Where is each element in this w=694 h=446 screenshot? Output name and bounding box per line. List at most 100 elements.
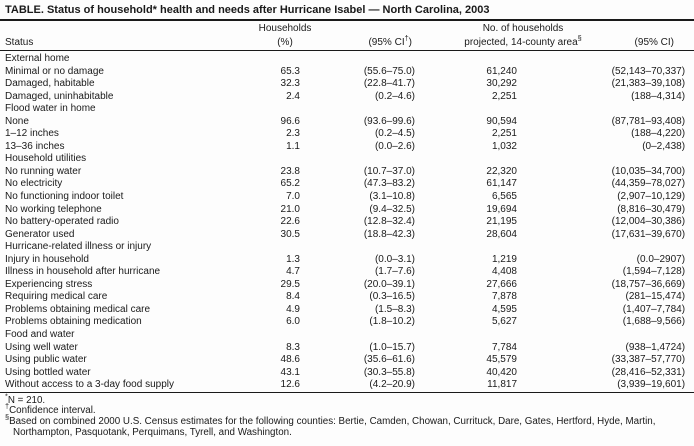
pct-cell: 2.3 xyxy=(286,128,300,140)
pct-cell: 43.1 xyxy=(280,366,300,378)
column-header-projected-line2: projected, 14-county area§ xyxy=(430,33,616,48)
footnote-text: Confidence interval. xyxy=(9,405,96,417)
status-cell: Without access to a 3-day food supply xyxy=(5,379,174,391)
status-cell: No running water xyxy=(5,165,82,177)
section-header: Food and water xyxy=(5,329,75,341)
count-ci-cell: (2,907–10,129) xyxy=(617,191,686,203)
ci-cell: (18.8–42.3) xyxy=(363,228,415,240)
ci-cell: (22.8–41.7) xyxy=(363,78,415,90)
table-row: No functioning indoor toilet 7.0 (3.1–10.8… xyxy=(5,191,685,204)
footnote: †Confidence interval. xyxy=(5,403,689,417)
ci-cell: (93.6–99.6) xyxy=(363,115,415,127)
count-ci-cell: (87,781–93,408) xyxy=(611,115,686,127)
status-cell: Problems obtaining medical care xyxy=(5,303,151,315)
count-ci-cell: (938–1,4724) xyxy=(625,341,686,353)
ci-cell: (30.3–55.8) xyxy=(363,366,415,378)
count-ci-cell: (0.0–2907) xyxy=(636,253,686,265)
count-cell: 5,627 xyxy=(491,316,517,328)
column-header-ci-households: (95% CI†) xyxy=(300,35,412,48)
count-ci-cell: (44,359–78,027) xyxy=(611,178,686,190)
count-ci-cell: (3,939–19,601) xyxy=(617,379,686,391)
ci-cell: (1.0–15.7) xyxy=(369,341,415,353)
count-cell: 45,579 xyxy=(486,354,517,366)
section-header: Hurricane-related illness or injury xyxy=(5,241,152,253)
table-header: Status Households (%) (95% CI†) No. of h… xyxy=(0,21,694,50)
count-cell: 6,565 xyxy=(491,191,517,203)
count-cell: 1,032 xyxy=(491,140,517,152)
status-cell: 1–12 inches xyxy=(5,128,59,140)
header-text-part: projected, 14-county area xyxy=(464,37,578,48)
ci-cell: (35.6–61.6) xyxy=(363,354,415,366)
section-header-row: Hurricane-related illness or injury xyxy=(5,241,685,254)
table-row: Illness in household after hurricane 4.7 (… xyxy=(5,266,685,279)
status-cell: Using bottled water xyxy=(5,366,91,378)
table-row: Damaged, habitable 32.3 (22.8–41.7) 30,292 (… xyxy=(5,78,685,91)
ci-cell: (4.2–20.9) xyxy=(369,379,415,391)
count-ci-cell: (33,387–57,770) xyxy=(611,354,686,366)
section-header: External home xyxy=(5,53,70,64)
table-row: Generator used 30.5 (18.8–42.3) 28,604 (17,6… xyxy=(5,229,685,242)
count-cell: 30,292 xyxy=(486,78,517,90)
column-header-ci-projected: (95% CI) xyxy=(634,37,674,48)
count-ci-cell: (281–15,474) xyxy=(625,291,686,303)
count-ci-cell: (12,004–30,386) xyxy=(611,216,686,228)
pct-cell: 7.0 xyxy=(286,191,300,203)
section-header: Flood water in home xyxy=(5,103,96,115)
footnote-text: Based on combined 2000 U.S. Census estim… xyxy=(9,415,656,438)
table-row: Without access to a 3-day food supply 12.… xyxy=(5,379,685,392)
footer-rule xyxy=(0,391,694,393)
ci-cell: (0.0–2.6) xyxy=(374,140,415,152)
count-ci-cell: (8,816–30,479) xyxy=(617,203,686,215)
table-row: Using well water 8.3 (1.0–15.7) 7,784 (938–1… xyxy=(5,342,685,355)
status-cell: No electricity xyxy=(5,178,63,190)
status-cell: Generator used xyxy=(5,228,75,240)
section-symbol: § xyxy=(577,33,582,43)
pct-cell: 2.4 xyxy=(286,90,300,102)
status-cell: No battery-operated radio xyxy=(5,216,119,228)
pct-cell: 23.8 xyxy=(280,165,300,177)
count-cell: 22,320 xyxy=(486,165,517,177)
count-ci-cell: (52,143–70,337) xyxy=(611,65,686,77)
ci-cell: (10.7–37.0) xyxy=(363,165,415,177)
table-row: Minimal or no damage 65.3 (55.6–75.0) 61,24… xyxy=(5,66,685,79)
count-cell: 19,694 xyxy=(486,203,517,215)
status-cell: Illness in household after hurricane xyxy=(5,266,161,278)
column-header-status: Status xyxy=(5,37,34,48)
ci-cell: (1.8–10.2) xyxy=(369,316,415,328)
table-row: 13–36 inches 1.1 (0.0–2.6) 1,032 (0–2,438) xyxy=(5,141,685,154)
section-header-row: Food and water xyxy=(5,329,685,342)
status-cell: Problems obtaining medication xyxy=(5,316,142,328)
status-cell: 13–36 inches xyxy=(5,140,65,152)
ci-cell: (0.2–4.6) xyxy=(374,90,415,102)
table-row: None 96.6 (93.6–99.6) 90,594 (87,781–93,408) xyxy=(5,116,685,129)
footnote-symbol: § xyxy=(5,412,10,422)
header-text-part: (95% CI xyxy=(368,37,405,48)
section-header-row: Household utilities xyxy=(5,153,685,166)
status-cell: No functioning indoor toilet xyxy=(5,191,124,203)
table-row: Requiring medical care 8.4 (0.3–16.5) 7,878… xyxy=(5,291,685,304)
pct-cell: 65.2 xyxy=(280,178,300,190)
table-row: Using bottled water 43.1 (30.3–55.8) 40,420… xyxy=(5,367,685,380)
count-cell: 11,817 xyxy=(487,379,517,391)
table-row: Experiencing stress 29.5 (20.0–39.1) 27,666… xyxy=(5,279,685,292)
count-cell: 1,219 xyxy=(491,253,517,265)
ci-cell: (55.6–75.0) xyxy=(363,65,415,77)
ci-cell: (0.3–16.5) xyxy=(369,291,415,303)
pct-cell: 1.1 xyxy=(286,140,300,152)
count-ci-cell: (21,383–39,108) xyxy=(611,78,686,90)
ci-cell: (1.5–8.3) xyxy=(374,303,415,315)
ci-cell: (47.3–83.2) xyxy=(363,178,415,190)
ci-cell: (9.4–32.5) xyxy=(369,203,415,215)
count-ci-cell: (28,416–52,331) xyxy=(611,366,686,378)
count-cell: 7,878 xyxy=(491,291,517,303)
ci-cell: (3.1–10.8) xyxy=(369,191,415,203)
count-ci-cell: (1,594–7,128) xyxy=(622,266,686,278)
data-table: External home Minimal or no damage 65.3 (55… xyxy=(5,53,685,392)
column-header-households: Households xyxy=(258,23,312,34)
count-ci-cell: (1,688–9,566) xyxy=(622,316,686,328)
count-ci-cell: (188–4,314) xyxy=(631,90,686,102)
status-cell: None xyxy=(5,115,29,127)
section-header: Household utilities xyxy=(5,153,87,165)
count-cell: 2,251 xyxy=(491,128,517,140)
section-header-row: External home xyxy=(5,53,685,66)
